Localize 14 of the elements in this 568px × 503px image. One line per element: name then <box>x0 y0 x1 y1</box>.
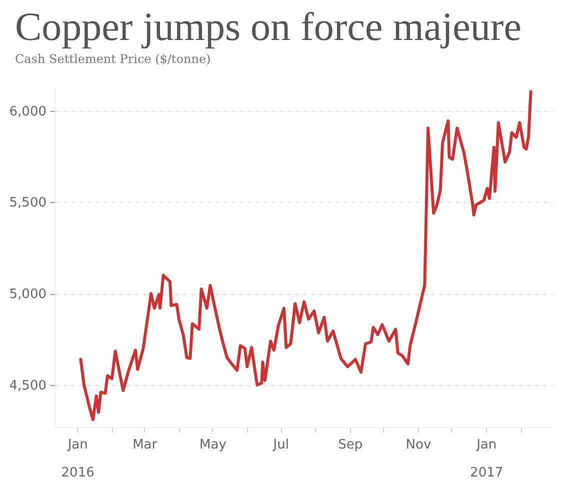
x-tick-label: May <box>200 438 227 452</box>
y-tick-label: 5,500 <box>9 196 46 211</box>
x-tick-label: Jan 2016 <box>61 438 94 480</box>
x-tick-label: Jul <box>272 438 289 452</box>
chart-title: Copper jumps on force majeure <box>15 4 522 49</box>
chart-subtitle: Cash Settlement Price ($/tonne) <box>15 52 211 66</box>
x-tick-label: Mar <box>132 438 158 452</box>
y-tick-label: 6,000 <box>9 104 46 120</box>
x-tick-label: Jan 2017 <box>470 438 504 480</box>
x-tick-label: Nov <box>406 438 432 452</box>
x-tick-label: Sep <box>338 438 363 452</box>
line-series <box>79 90 532 422</box>
y-tick-label: 5,000 <box>9 287 46 302</box>
y-tick-label: 4,500 <box>9 378 46 394</box>
